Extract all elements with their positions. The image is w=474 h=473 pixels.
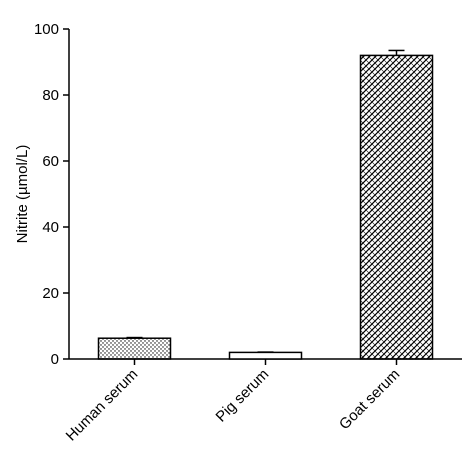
x-tick-label-2: Goat serum <box>336 366 403 433</box>
x-tick-label-1: Pig serum <box>213 366 273 426</box>
y-tick-label: 20 <box>42 285 59 302</box>
x-tick-label-0: Human serum <box>63 366 142 445</box>
y-tick-label: 100 <box>34 21 59 38</box>
bars <box>97 49 434 360</box>
y-tick-label: 0 <box>51 351 59 368</box>
y-axis-title: Nitrite (µmol/L) <box>14 145 31 244</box>
bar-0 <box>97 337 172 360</box>
bar-1 <box>228 351 303 360</box>
y-tick-label: 40 <box>42 219 59 236</box>
y-tick-label: 60 <box>42 153 59 170</box>
labels: 0 20 40 60 80 100 Human serum Pig serum Goat ser… <box>34 21 403 444</box>
bar-2 <box>359 54 434 360</box>
y-tick-label: 80 <box>42 87 59 104</box>
